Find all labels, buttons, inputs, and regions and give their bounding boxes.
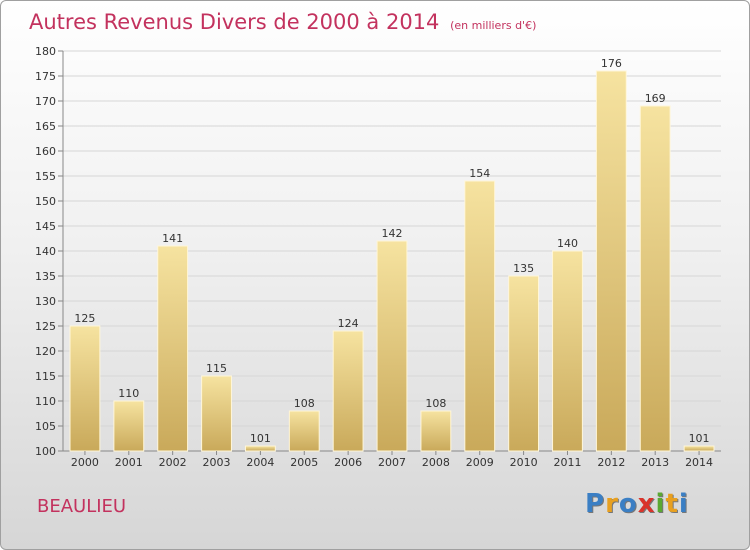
y-tick-label: 170: [35, 95, 56, 108]
bar: [201, 375, 232, 452]
bar: [639, 105, 671, 452]
chart-title: Autres Revenus Divers de 2000 à 2014 (en…: [29, 10, 536, 34]
y-tick-label: 175: [35, 70, 56, 83]
bar: [113, 400, 145, 452]
commune-name: BEAULIEU: [37, 496, 127, 517]
x-tick-label: 2003: [203, 456, 231, 469]
bar: [157, 245, 189, 452]
x-tick-label: 2002: [159, 456, 187, 469]
x-tick-label: 2000: [71, 456, 99, 469]
y-tick-label: 155: [35, 170, 56, 183]
logo-letter: r: [605, 489, 619, 519]
bar: [288, 410, 320, 452]
y-tick-label: 115: [35, 370, 56, 383]
x-tick-label: 2013: [641, 456, 669, 469]
bar: [420, 410, 452, 452]
title-text: Autres Revenus Divers de 2000 à 2014: [29, 10, 440, 34]
x-tick-label: 2010: [510, 456, 538, 469]
y-tick-label: 120: [35, 345, 56, 358]
x-tick-label: 2005: [290, 456, 318, 469]
bar-value-label: 169: [645, 92, 666, 105]
bar: [376, 240, 408, 452]
bar-value-label: 108: [425, 397, 446, 410]
bar-value-label: 101: [250, 432, 271, 445]
bar: [244, 445, 276, 452]
bar-value-label: 176: [601, 57, 622, 70]
bar-value-label: 125: [74, 312, 95, 325]
bar-value-label: 124: [338, 317, 359, 330]
x-tick-label: 2006: [334, 456, 362, 469]
bar: [508, 275, 540, 452]
x-tick-label: 2009: [466, 456, 494, 469]
bar-value-label: 101: [689, 432, 710, 445]
bar-value-label: 108: [294, 397, 315, 410]
y-tick-label: 130: [35, 295, 56, 308]
y-tick-label: 180: [35, 45, 56, 58]
x-tick-label: 2004: [246, 456, 274, 469]
logo-letter: i: [678, 489, 689, 519]
bar: [332, 330, 364, 452]
proxiti-logo: Proxiti: [585, 489, 689, 519]
logo-letter: t: [665, 489, 679, 519]
bar-value-label: 140: [557, 237, 578, 250]
x-tick-label: 2001: [115, 456, 143, 469]
bar: [595, 70, 627, 452]
logo-letter: i: [655, 489, 666, 519]
y-tick-label: 100: [35, 445, 56, 458]
x-tick-label: 2011: [553, 456, 581, 469]
title-subtitle: (en milliers d'€): [450, 19, 537, 32]
bar-value-label: 110: [118, 387, 139, 400]
y-tick-label: 105: [35, 420, 56, 433]
x-tick-label: 2012: [597, 456, 625, 469]
y-tick-label: 110: [35, 395, 56, 408]
y-tick-label: 165: [35, 120, 56, 133]
y-tick-label: 145: [35, 220, 56, 233]
bar-value-label: 141: [162, 232, 183, 245]
bar-value-label: 142: [382, 227, 403, 240]
y-tick-label: 125: [35, 320, 56, 333]
bar-value-label: 154: [469, 167, 490, 180]
bar: [552, 250, 583, 452]
bar: [683, 445, 715, 452]
x-tick-label: 2007: [378, 456, 406, 469]
bar: [464, 180, 496, 452]
y-tick-label: 140: [35, 245, 56, 258]
logo-letter: o: [618, 489, 638, 519]
y-tick-label: 150: [35, 195, 56, 208]
bar-value-label: 115: [206, 362, 227, 375]
logo-letter: x: [637, 489, 656, 519]
bar-value-label: 135: [513, 262, 534, 275]
logo-letter: P: [585, 489, 606, 519]
y-tick-label: 160: [35, 145, 56, 158]
y-tick-label: 135: [35, 270, 56, 283]
bar: [69, 325, 101, 452]
x-tick-label: 2014: [685, 456, 713, 469]
x-tick-label: 2008: [422, 456, 450, 469]
